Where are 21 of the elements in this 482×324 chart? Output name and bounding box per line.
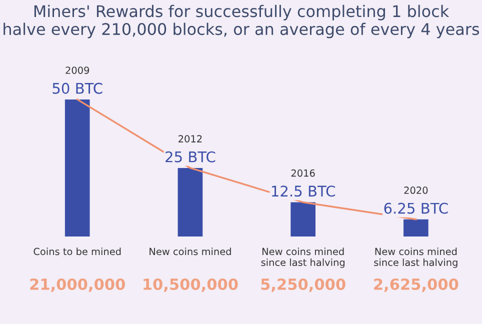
annotation: 2020 bbox=[404, 186, 428, 194]
data-label: 12.5 BTC bbox=[272, 186, 335, 197]
annotation: 2012 bbox=[178, 135, 202, 142]
text: 21,000,000 bbox=[30, 278, 125, 292]
x-tick-label: New coins mined since last halving bbox=[261, 248, 344, 268]
text: 2,625,000 bbox=[374, 278, 458, 292]
text: 10,500,000 bbox=[144, 278, 238, 292]
chart-title: Miners' Rewards for successfully completing 1 block halve every 210,000 blocks, or an average of every 4 years bbox=[4, 4, 480, 38]
annotation: 2016 bbox=[291, 169, 315, 177]
bar bbox=[64, 99, 90, 237]
data-label: 25 BTC bbox=[166, 151, 216, 162]
x-tick-label: Coins to be mined bbox=[34, 248, 121, 256]
text: 5,250,000 bbox=[261, 278, 346, 292]
x-tick-label: New coins mined bbox=[150, 248, 231, 256]
data-label: 50 BTC bbox=[52, 82, 102, 94]
bar bbox=[404, 219, 428, 237]
bar bbox=[178, 168, 203, 237]
data-label: 6.25 BTC bbox=[384, 202, 448, 214]
bar bbox=[290, 202, 316, 237]
text: 2009 bbox=[66, 66, 90, 74]
x-tick-label: New coins mined since last halving bbox=[374, 248, 458, 268]
